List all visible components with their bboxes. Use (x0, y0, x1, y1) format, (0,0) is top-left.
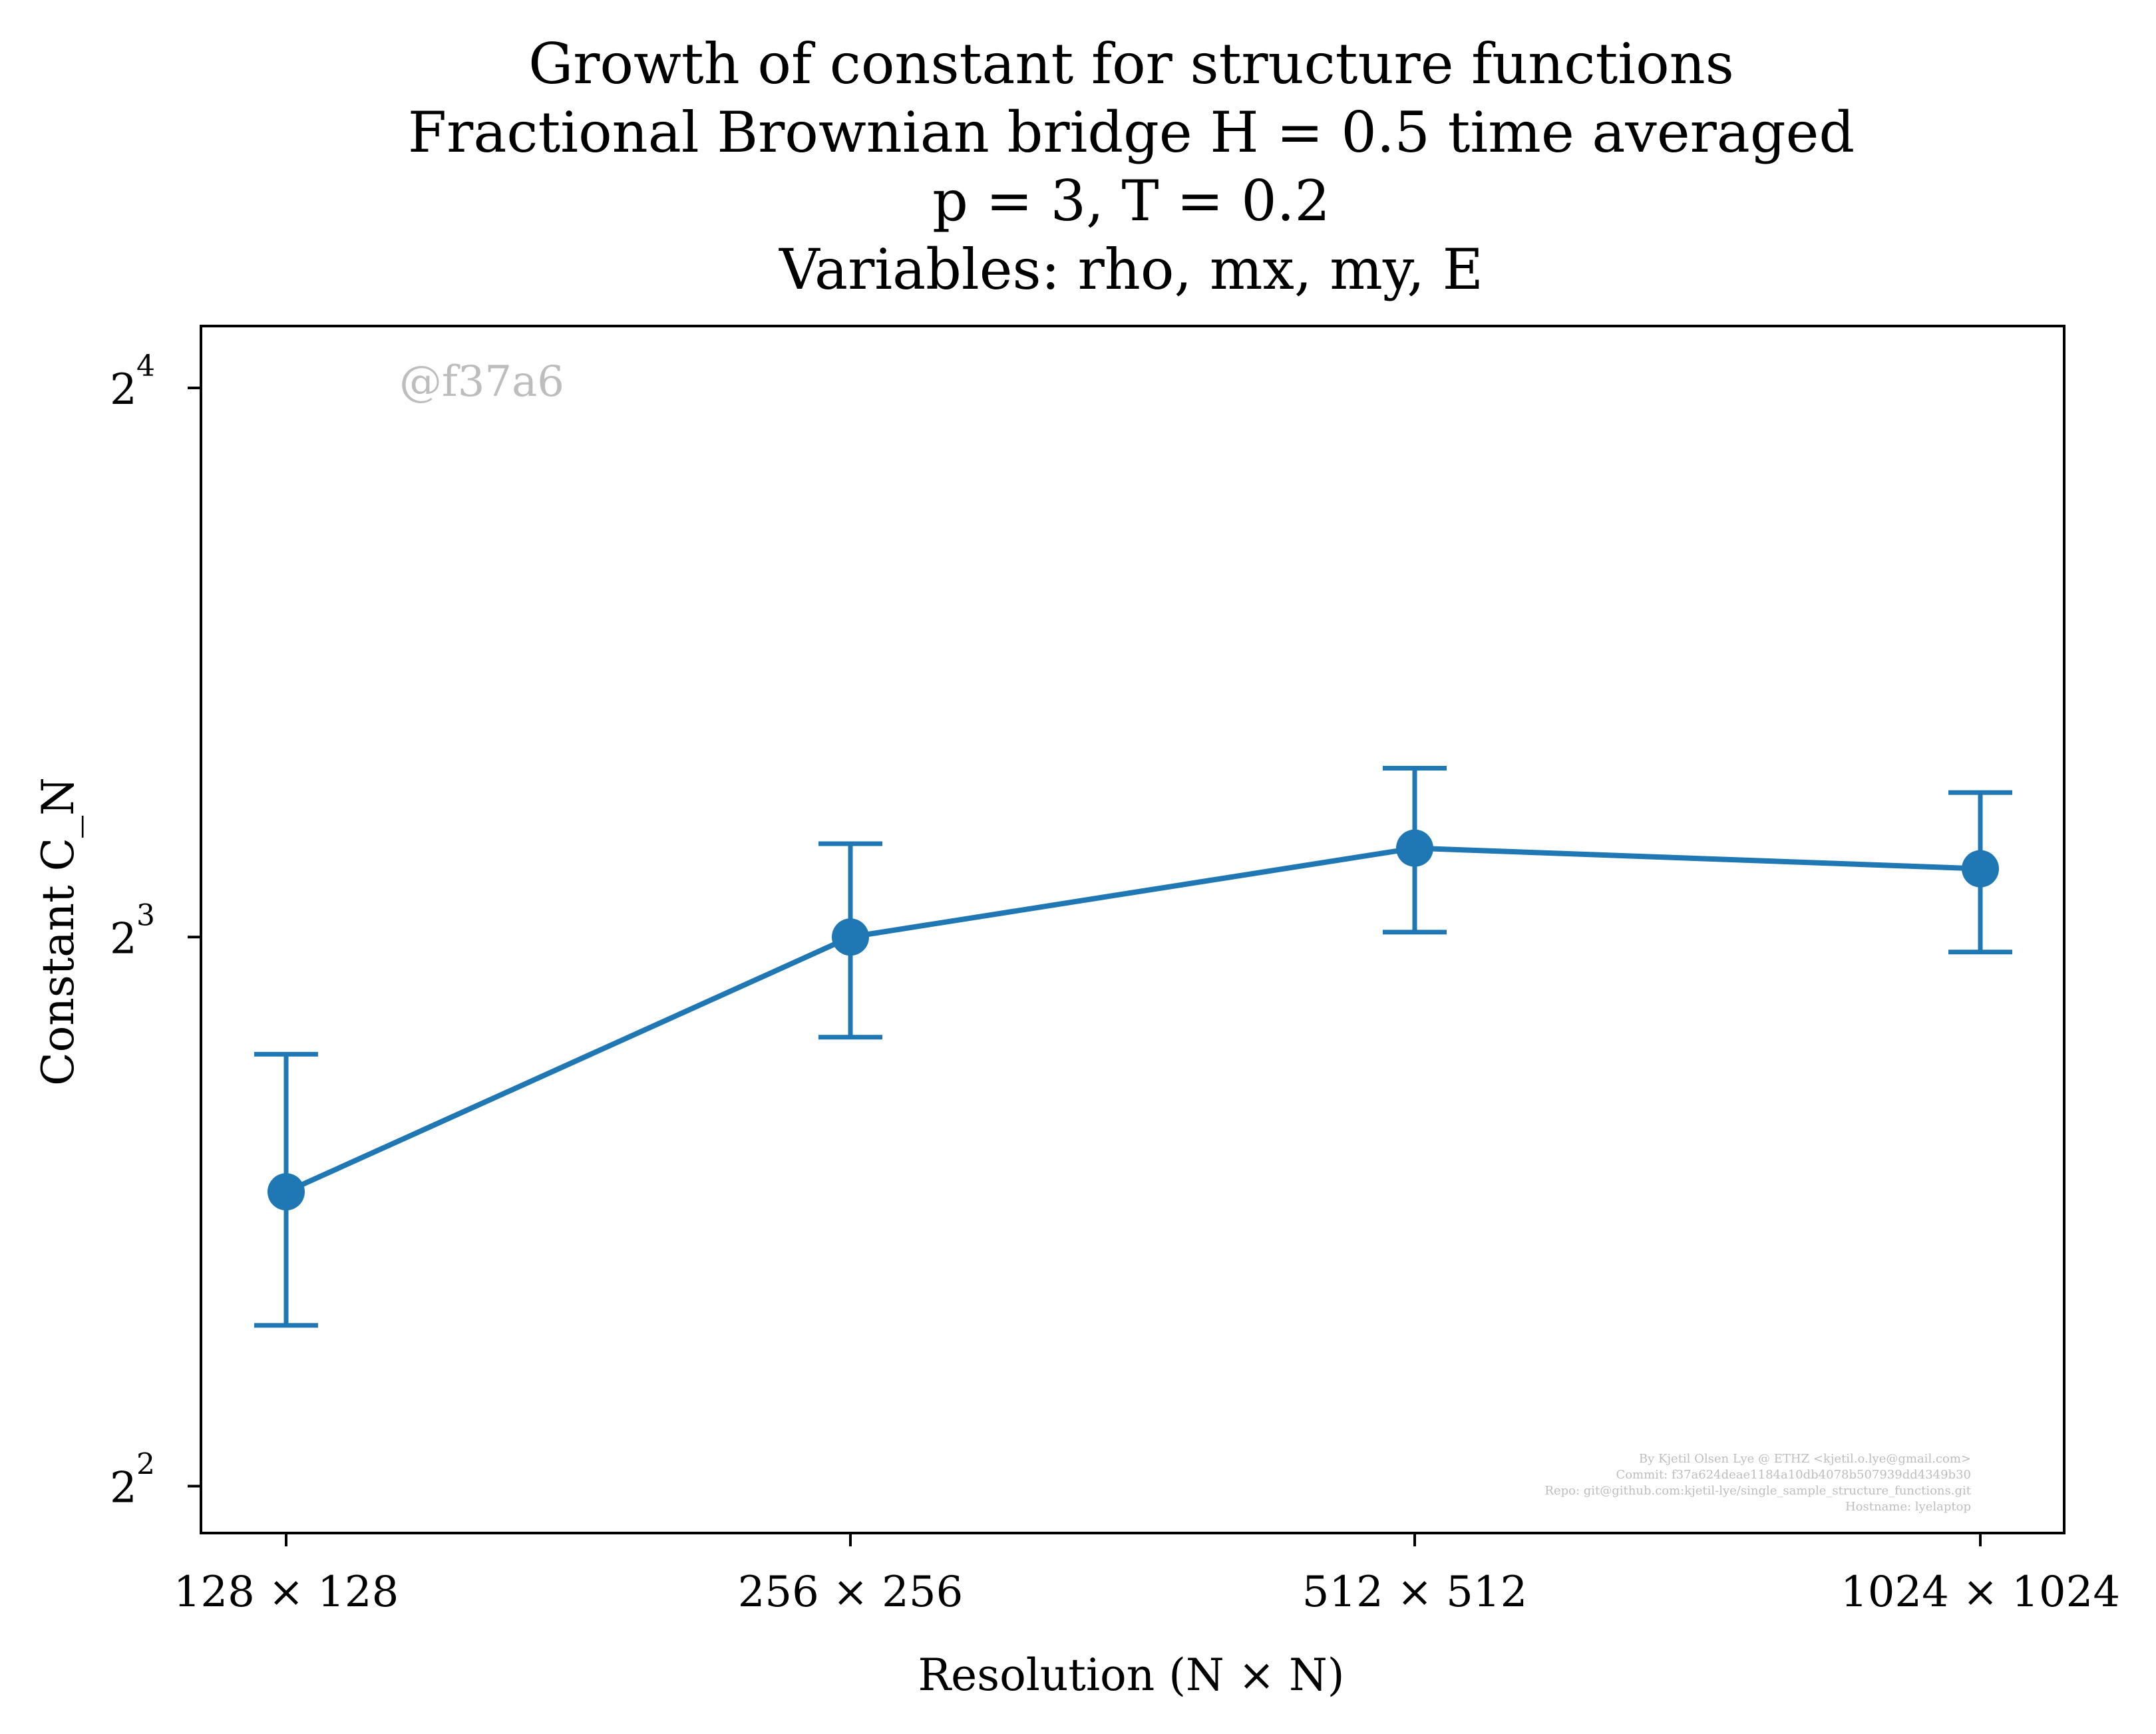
x-axis-ticks: 128 × 128 256 × 256 512 × 512 1024 × 1024 (174, 1533, 2120, 1617)
credits-line-4: Hostname: lyelaptop (1845, 1500, 1971, 1514)
credits-block: By Kjetil Olsen Lye @ ETHZ <kjetil.o.lye… (1544, 1452, 1971, 1514)
y-tick-label: 2 (110, 914, 137, 963)
data-point (1396, 829, 1433, 867)
data-point (1962, 850, 1999, 888)
plot-area (200, 325, 2066, 1534)
y-tick-label: 2 (110, 365, 137, 415)
y-tick-exponent: 2 (136, 1447, 155, 1481)
title-line-1: Growth of constant for structure functio… (528, 31, 1734, 96)
title-line-4: Variables: rho, mx, my, E (779, 237, 1483, 302)
x-tick-label: 512 × 512 (1302, 1568, 1528, 1617)
y-axis-label: Constant C_N (33, 777, 84, 1086)
x-tick-label: 256 × 256 (738, 1568, 964, 1617)
credits-line-3: Repo: git@github.com:kjetil-lye/single_s… (1544, 1484, 1971, 1498)
watermark-text: @f37a6 (399, 357, 564, 407)
series-layer (254, 766, 2012, 1328)
series-line (285, 845, 1981, 1194)
data-point (268, 1173, 305, 1211)
y-tick-label: 2 (110, 1463, 137, 1512)
credits-line-2: Commit: f37a624deae1184a10db4078b507939d… (1616, 1468, 1971, 1482)
y-axis-ticks: 2 22 32 4 (110, 349, 201, 1512)
x-axis-label: Resolution (N × N) (918, 1649, 1344, 1701)
credits-line-1: By Kjetil Olsen Lye @ ETHZ <kjetil.o.lye… (1639, 1452, 1971, 1466)
y-tick-exponent: 4 (136, 349, 155, 383)
title-line-2: Fractional Brownian bridge H = 0.5 time … (408, 100, 1855, 165)
chart-title: Growth of constant for structure functio… (408, 31, 1855, 302)
title-line-3: p = 3, T = 0.2 (932, 168, 1330, 234)
x-tick-label: 128 × 128 (174, 1568, 399, 1617)
x-tick-label: 1024 × 1024 (1841, 1568, 2120, 1617)
y-tick-exponent: 3 (136, 898, 155, 932)
data-point (832, 918, 869, 956)
